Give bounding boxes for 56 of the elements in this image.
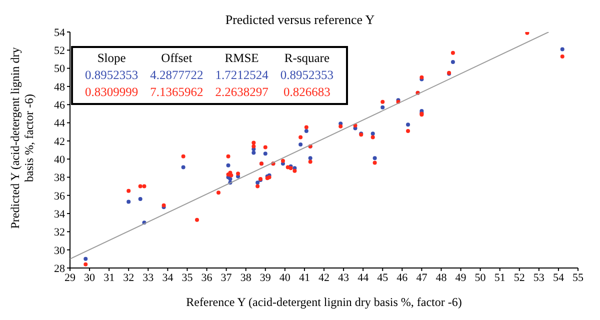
- y-tick-label: 50: [54, 63, 66, 76]
- annotation: RMSE: [224, 50, 260, 67]
- annotation: 0.826683: [282, 84, 332, 101]
- y-tick-label: 32: [54, 226, 65, 239]
- x-tick-label: 46: [396, 272, 408, 284]
- annotation: 2.2638297: [214, 84, 270, 101]
- x-tick-label: 49: [455, 272, 467, 284]
- annotation: 0.8952353: [279, 67, 334, 84]
- x-tick-label: 43: [338, 272, 350, 284]
- x-tick-label: 40: [279, 272, 291, 284]
- y-tick-label: 42: [54, 136, 65, 148]
- annotation: 0.8952353: [84, 67, 140, 84]
- x-tick-label: 53: [533, 272, 545, 284]
- x-tick-label: 33: [142, 272, 154, 284]
- annotation: 7.1365962: [149, 84, 204, 101]
- y-tick-label: 30: [54, 244, 66, 257]
- x-tick-label: 48: [436, 272, 448, 284]
- annotation: 0.8309999: [84, 84, 140, 101]
- y-tick-label: 52: [54, 45, 65, 58]
- x-tick-label: 44: [358, 272, 370, 284]
- x-tick-label: 29: [64, 272, 76, 284]
- y-tick-label: 34: [54, 208, 66, 220]
- x-tick-label: 30: [84, 272, 96, 284]
- x-tick-label: 54: [552, 272, 564, 284]
- x-tick-label: 45: [377, 272, 389, 284]
- x-tick-label: 31: [104, 272, 115, 284]
- y-tick-label: 28: [54, 262, 66, 275]
- y-tick-label: 46: [54, 100, 66, 112]
- y-tick-label: 44: [54, 118, 66, 130]
- x-tick-label: 42: [318, 272, 330, 284]
- y-tick-label: 36: [54, 190, 66, 202]
- x-tick-label: 51: [494, 272, 506, 284]
- y-tick-label: 54: [54, 26, 66, 39]
- chart-title: Predicted versus reference Y: [224, 12, 376, 28]
- x-tick-label: 41: [298, 272, 310, 284]
- x-tick-label: 55: [572, 272, 584, 284]
- annotation: R-square: [283, 50, 330, 67]
- y-tick-label: 40: [54, 154, 66, 166]
- x-tick-label: 35: [182, 272, 194, 284]
- x-tick-label: 34: [162, 272, 174, 284]
- x-tick-label: 52: [514, 272, 525, 284]
- x-tick-label: 37: [220, 272, 232, 284]
- y-axis-title: Predicted Y (acid-detergent lignin dry basis %, factor -6): [8, 46, 37, 231]
- x-tick-label: 50: [474, 272, 486, 284]
- annotation: 1.7212524: [214, 67, 270, 84]
- annotation: 4.2877722: [149, 67, 204, 84]
- x-tick-label: 38: [240, 272, 252, 284]
- annotation: Offset: [160, 50, 194, 67]
- annotation: Slope: [96, 50, 127, 67]
- x-tick-label: 39: [260, 272, 272, 284]
- y-tick-label: 48: [54, 81, 66, 94]
- x-tick-label: 47: [416, 272, 428, 284]
- x-tick-label: 32: [123, 272, 134, 284]
- x-axis-title: Reference Y (acid-detergent lignin dry basis %, factor -6): [186, 295, 462, 309]
- x-tick-label: 36: [201, 272, 213, 284]
- y-tick-label: 38: [54, 172, 66, 184]
